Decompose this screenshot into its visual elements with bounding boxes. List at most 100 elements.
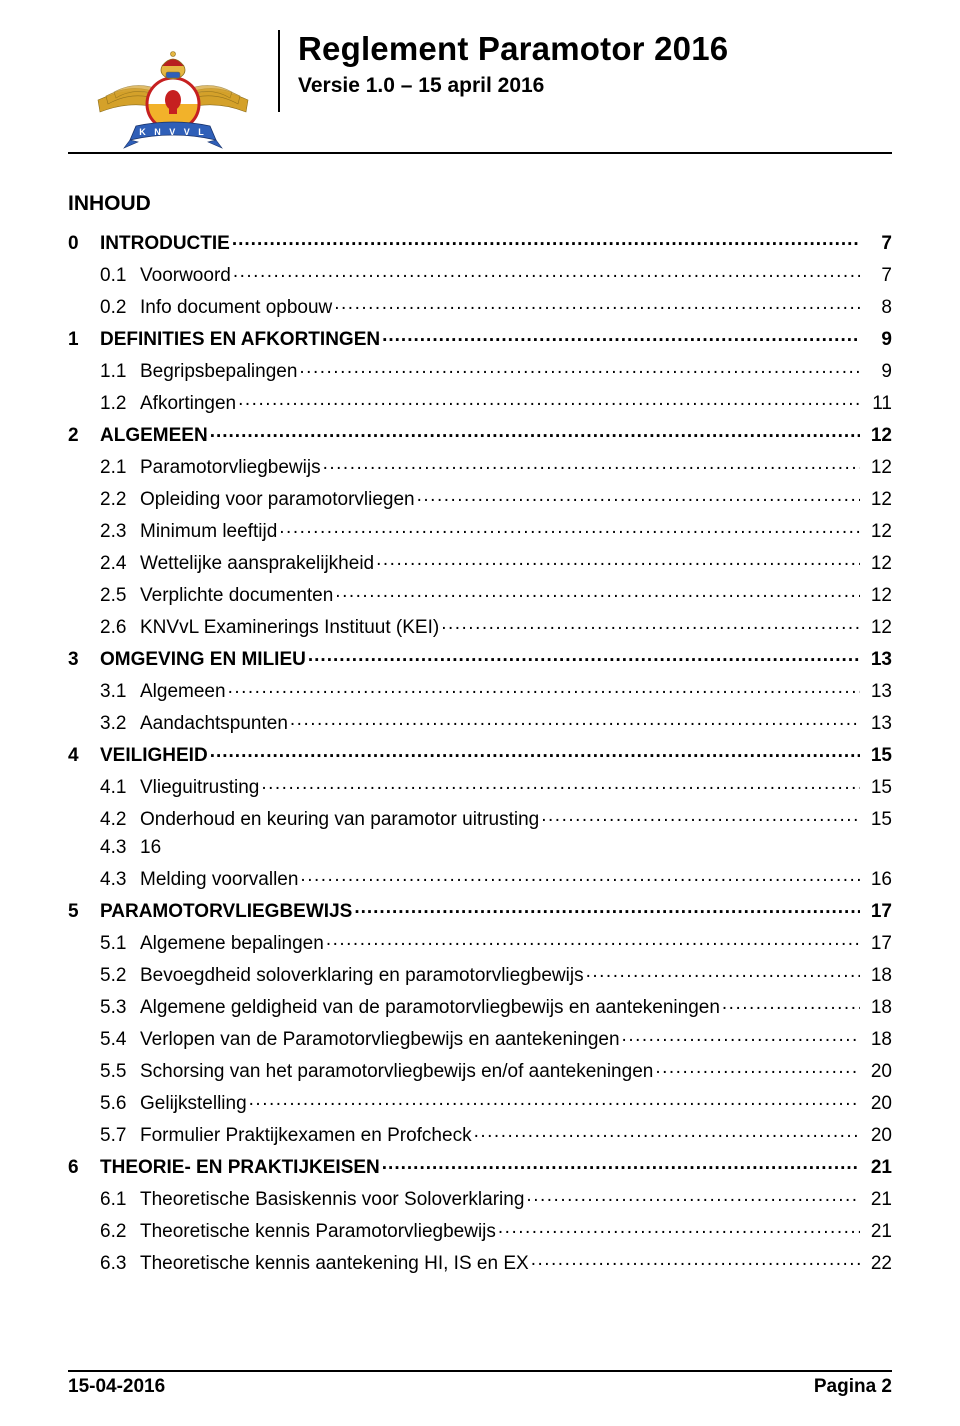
toc-row: 1.2Afkortingen11 bbox=[68, 390, 892, 413]
toc-page: 13 bbox=[862, 682, 892, 701]
toc-page: 20 bbox=[862, 1094, 892, 1113]
toc-leader bbox=[238, 390, 860, 409]
toc-page: 18 bbox=[862, 998, 892, 1017]
toc-number: 5 bbox=[68, 902, 100, 921]
toc-page: 12 bbox=[862, 618, 892, 637]
toc-leader bbox=[622, 1026, 860, 1045]
toc-row: 2.5Verplichte documenten12 bbox=[68, 582, 892, 605]
footer: 15-04-2016 Pagina 2 bbox=[68, 1370, 892, 1398]
toc-number: 2.1 bbox=[100, 458, 140, 477]
toc-row: 2.3Minimum leeftijd12 bbox=[68, 518, 892, 541]
toc-leader bbox=[376, 550, 860, 569]
toc-row: 5PARAMOTORVLIEGBEWIJS17 bbox=[68, 898, 892, 921]
toc-row: 3.2Aandachtspunten13 bbox=[68, 710, 892, 733]
toc-number: 5.7 bbox=[100, 1126, 140, 1145]
toc-page: 15 bbox=[862, 746, 892, 765]
document-subtitle: Versie 1.0 – 15 april 2016 bbox=[298, 74, 892, 98]
toc-text: Theoretische Basiskennis voor Soloverkla… bbox=[140, 1190, 524, 1209]
toc-page: 12 bbox=[862, 586, 892, 605]
toc-page: 12 bbox=[862, 554, 892, 573]
svg-text:K N V V L: K N V V L bbox=[139, 127, 207, 137]
toc-page: 12 bbox=[862, 458, 892, 477]
toc-text: Afkortingen bbox=[140, 394, 236, 413]
toc-page: 22 bbox=[862, 1254, 892, 1273]
toc-text: Schorsing van het paramotorvliegbewijs e… bbox=[140, 1062, 653, 1081]
toc-leader bbox=[299, 358, 860, 377]
toc-leader bbox=[498, 1218, 860, 1237]
toc-row: 4VEILIGHEID15 bbox=[68, 742, 892, 765]
toc-leader bbox=[300, 866, 860, 885]
toc-number: 5.3 bbox=[100, 998, 140, 1017]
toc-page: 9 bbox=[862, 362, 892, 381]
toc-leader bbox=[526, 1186, 860, 1205]
toc-leader bbox=[586, 962, 860, 981]
toc-row: 6.1Theoretische Basiskennis voor Solover… bbox=[68, 1186, 892, 1209]
toc-leader bbox=[335, 582, 860, 601]
toc-number: 4.3 bbox=[100, 838, 140, 857]
toc-text: 16 bbox=[140, 838, 161, 857]
toc-row: 4.3Melding voorvallen16 bbox=[68, 866, 892, 889]
toc-page: 9 bbox=[862, 330, 892, 349]
toc-text: Paramotorvliegbewijs bbox=[140, 458, 321, 477]
toc-leader bbox=[249, 1090, 860, 1109]
toc-number: 4.3 bbox=[100, 870, 140, 889]
toc-number: 4.1 bbox=[100, 778, 140, 797]
toc-number: 3.1 bbox=[100, 682, 140, 701]
toc-leader bbox=[382, 1154, 860, 1173]
toc-text: THEORIE- EN PRAKTIJKEISEN bbox=[100, 1158, 380, 1177]
toc-row: 4.1Vlieguitrusting15 bbox=[68, 774, 892, 797]
toc-number: 2.3 bbox=[100, 522, 140, 541]
toc-row: 5.6Gelijkstelling20 bbox=[68, 1090, 892, 1113]
toc-page: 15 bbox=[862, 810, 892, 829]
toc-page: 21 bbox=[862, 1222, 892, 1241]
toc-text: Theoretische kennis Paramotorvliegbewijs bbox=[140, 1222, 496, 1241]
toc-text: Verlopen van de Paramotorvliegbewijs en … bbox=[140, 1030, 620, 1049]
toc-text: Info document opbouw bbox=[140, 298, 332, 317]
toc-leader bbox=[232, 230, 860, 249]
toc-page: 13 bbox=[862, 714, 892, 733]
toc-row: 5.2Bevoegdheid soloverklaring en paramot… bbox=[68, 962, 892, 985]
toc-page: 15 bbox=[862, 778, 892, 797]
toc-text: Minimum leeftijd bbox=[140, 522, 277, 541]
toc-row: 6.2Theoretische kennis Paramotorvliegbew… bbox=[68, 1218, 892, 1241]
toc-text: Algemene geldigheid van de paramotorvlie… bbox=[140, 998, 720, 1017]
toc-leader bbox=[228, 678, 860, 697]
toc-row: 4.2Onderhoud en keuring van paramotor ui… bbox=[68, 806, 892, 829]
toc-leader bbox=[354, 898, 860, 917]
toc-leader bbox=[308, 646, 860, 665]
toc-number: 0.1 bbox=[100, 266, 140, 285]
toc-number: 2 bbox=[68, 426, 100, 445]
toc-number: 5.1 bbox=[100, 934, 140, 953]
toc-text: PARAMOTORVLIEGBEWIJS bbox=[100, 902, 352, 921]
toc-text: Opleiding voor paramotorvliegen bbox=[140, 490, 415, 509]
toc-number: 1.1 bbox=[100, 362, 140, 381]
toc-row: 0INTRODUCTIE7 bbox=[68, 230, 892, 253]
toc-row: 5.1Algemene bepalingen17 bbox=[68, 930, 892, 953]
toc-number: 6.2 bbox=[100, 1222, 140, 1241]
toc-page: 12 bbox=[862, 426, 892, 445]
toc-page: 17 bbox=[862, 934, 892, 953]
toc-number: 5.4 bbox=[100, 1030, 140, 1049]
toc-number: 6.1 bbox=[100, 1190, 140, 1209]
toc-row: 2.6KNVvL Examinerings Instituut (KEI)12 bbox=[68, 614, 892, 637]
toc-number: 4 bbox=[68, 746, 100, 765]
toc-leader bbox=[326, 930, 860, 949]
toc-leader bbox=[210, 742, 860, 761]
footer-date: 15-04-2016 bbox=[68, 1376, 165, 1398]
toc-page: 7 bbox=[862, 266, 892, 285]
toc-page: 20 bbox=[862, 1126, 892, 1145]
header: K N V V L Reglement Paramotor 2016 Versi… bbox=[68, 30, 892, 152]
toc-row: 0.2Info document opbouw8 bbox=[68, 294, 892, 317]
toc-text: Theoretische kennis aantekening HI, IS e… bbox=[140, 1254, 529, 1273]
toc-number: 5.2 bbox=[100, 966, 140, 985]
toc-page: 13 bbox=[862, 650, 892, 669]
toc-text: Aandachtspunten bbox=[140, 714, 288, 733]
toc-page: 7 bbox=[862, 234, 892, 253]
toc-leader bbox=[334, 294, 860, 313]
toc-text: Onderhoud en keuring van paramotor uitru… bbox=[140, 810, 539, 829]
toc-leader bbox=[441, 614, 860, 633]
toc-page: 18 bbox=[862, 1030, 892, 1049]
header-divider bbox=[68, 152, 892, 154]
toc-row: 6THEORIE- EN PRAKTIJKEISEN21 bbox=[68, 1154, 892, 1177]
toc-number: 2.6 bbox=[100, 618, 140, 637]
